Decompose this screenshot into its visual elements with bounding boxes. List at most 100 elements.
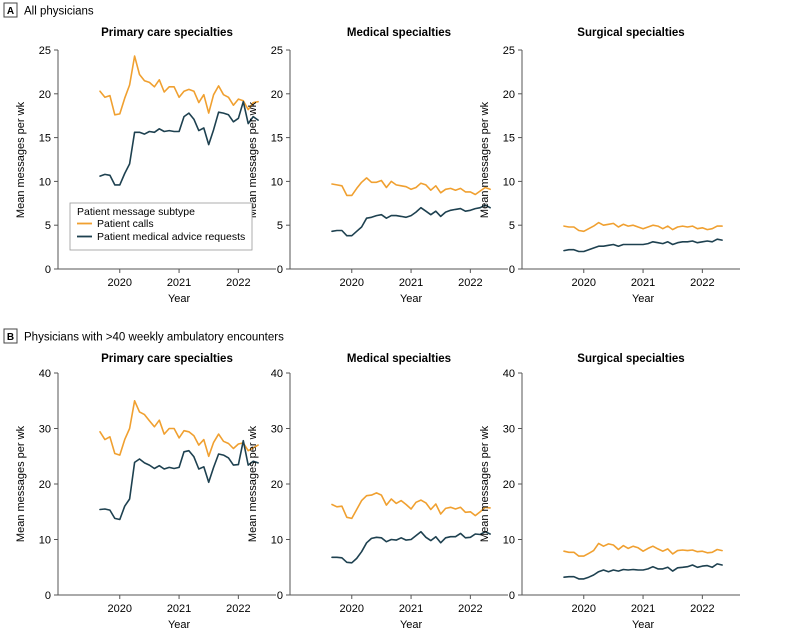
y-axis-label: Mean messages per wk [479, 101, 491, 218]
x-tick-label: 2022 [690, 603, 714, 615]
y-tick-label: 15 [39, 133, 51, 145]
x-tick-label: 2021 [399, 603, 423, 615]
y-tick-label: 25 [39, 45, 51, 57]
series-line-patient-calls [331, 492, 491, 520]
y-tick-label: 15 [271, 133, 283, 145]
section-a: A All physicians [3, 2, 94, 18]
section-b: B Physicians with >40 weekly ambulatory e… [3, 328, 284, 344]
series-line-patient-calls [563, 221, 723, 233]
legend-item-patient-calls: Patient calls [97, 218, 154, 230]
x-tick-label: 2020 [340, 603, 364, 615]
x-tick-label: 2020 [108, 277, 132, 289]
y-tick-label: 5 [277, 220, 283, 232]
y-axis-label: Mean messages per wk [479, 425, 491, 542]
x-tick-label: 2022 [458, 603, 482, 615]
series-line-medical-advice [99, 439, 259, 521]
y-tick-label: 0 [509, 590, 515, 602]
series-line-patient-calls [99, 399, 259, 458]
y-tick-label: 10 [271, 176, 283, 188]
legend-box [69, 202, 253, 251]
y-axis-label: Mean messages per wk [15, 101, 27, 218]
x-tick-label: 2020 [572, 603, 596, 615]
x-axis-label: Year [168, 619, 191, 629]
y-tick-label: 10 [503, 535, 515, 547]
panel-b-3: Surgical specialties 0 10 20 30 40 Mean messag… [479, 353, 740, 629]
x-axis-label: Year [632, 293, 655, 305]
sections-layer: A All physicians B Physicians with >40 week… [3, 2, 284, 344]
section-title: Physicians with >40 weekly ambulatory en… [24, 332, 284, 344]
x-axis-label: Year [400, 293, 423, 305]
y-tick-label: 30 [271, 424, 283, 436]
x-tick-label: 2020 [108, 603, 132, 615]
y-tick-label: 10 [39, 535, 51, 547]
y-tick-label: 0 [45, 264, 51, 276]
y-tick-label: 20 [39, 89, 51, 101]
y-tick-label: 10 [39, 176, 51, 188]
x-tick-label: 2021 [631, 277, 655, 289]
y-tick-label: 20 [271, 479, 283, 491]
panel-title: Medical specialties [347, 27, 451, 39]
y-tick-label: 25 [271, 45, 283, 57]
panel-b-1: Primary care specialties 0 10 20 30 40 Mean me… [15, 353, 276, 629]
series-line-medical-advice [331, 204, 491, 237]
section-badge-box [3, 328, 18, 344]
y-tick-label: 10 [271, 535, 283, 547]
y-tick-label: 5 [509, 220, 515, 232]
legend-item-medical-advice: Patient medical advice requests [97, 231, 245, 243]
x-tick-label: 2022 [226, 603, 250, 615]
panel-title: Primary care specialties [101, 27, 233, 39]
y-tick-label: 40 [503, 368, 515, 380]
y-axis-label: Mean messages per wk [15, 425, 27, 542]
section-badge-box [3, 2, 18, 18]
y-tick-label: 40 [271, 368, 283, 380]
x-tick-label: 2020 [572, 277, 596, 289]
panel-title: Medical specialties [347, 353, 451, 365]
section-badge: B [7, 332, 14, 343]
panel-a-3: Surgical specialties 0 5 10 15 20 25 Mean messa… [479, 27, 740, 305]
x-tick-label: 2022 [690, 277, 714, 289]
panel-title: Primary care specialties [101, 353, 233, 365]
series-line-medical-advice [331, 530, 491, 564]
series-line-medical-advice [563, 238, 723, 253]
panel-title: Surgical specialties [577, 27, 684, 39]
panel-b-2: Medical specialties 0 10 20 30 40 Mean message… [247, 353, 508, 629]
x-tick-label: 2020 [340, 277, 364, 289]
y-tick-label: 20 [503, 89, 515, 101]
x-tick-label: 2022 [458, 277, 482, 289]
y-tick-label: 10 [503, 176, 515, 188]
y-axis-label: Mean messages per wk [247, 101, 259, 218]
panel-a-2: Medical specialties 0 5 10 15 20 25 Mean messag… [247, 27, 508, 305]
series-line-patient-calls [331, 177, 491, 197]
x-tick-label: 2022 [226, 277, 250, 289]
x-axis-label: Year [168, 293, 191, 305]
y-tick-label: 20 [271, 89, 283, 101]
x-tick-label: 2021 [399, 277, 423, 289]
y-tick-label: 40 [39, 368, 51, 380]
series-line-medical-advice [99, 100, 259, 186]
y-tick-label: 0 [509, 264, 515, 276]
section-badge: A [7, 6, 14, 17]
y-tick-label: 5 [45, 220, 51, 232]
x-tick-label: 2021 [631, 603, 655, 615]
y-tick-label: 0 [277, 264, 283, 276]
panel-title: Surgical specialties [577, 353, 684, 365]
y-axis-label: Mean messages per wk [247, 425, 259, 542]
y-tick-label: 0 [277, 590, 283, 602]
x-tick-label: 2021 [167, 603, 191, 615]
y-tick-label: 30 [39, 424, 51, 436]
panel-a-1: Primary care specialties 0 5 10 15 20 25 Mean m… [15, 27, 276, 305]
y-tick-label: 20 [39, 479, 51, 491]
x-axis-label: Year [400, 619, 423, 629]
y-tick-label: 0 [45, 590, 51, 602]
y-tick-label: 20 [503, 479, 515, 491]
y-tick-label: 30 [503, 424, 515, 436]
y-tick-label: 25 [503, 45, 515, 57]
series-line-medical-advice [563, 563, 723, 580]
x-tick-label: 2021 [167, 277, 191, 289]
series-line-patient-calls [99, 55, 259, 116]
x-axis-label: Year [632, 619, 655, 629]
y-tick-label: 15 [503, 133, 515, 145]
series-line-patient-calls [563, 542, 723, 557]
